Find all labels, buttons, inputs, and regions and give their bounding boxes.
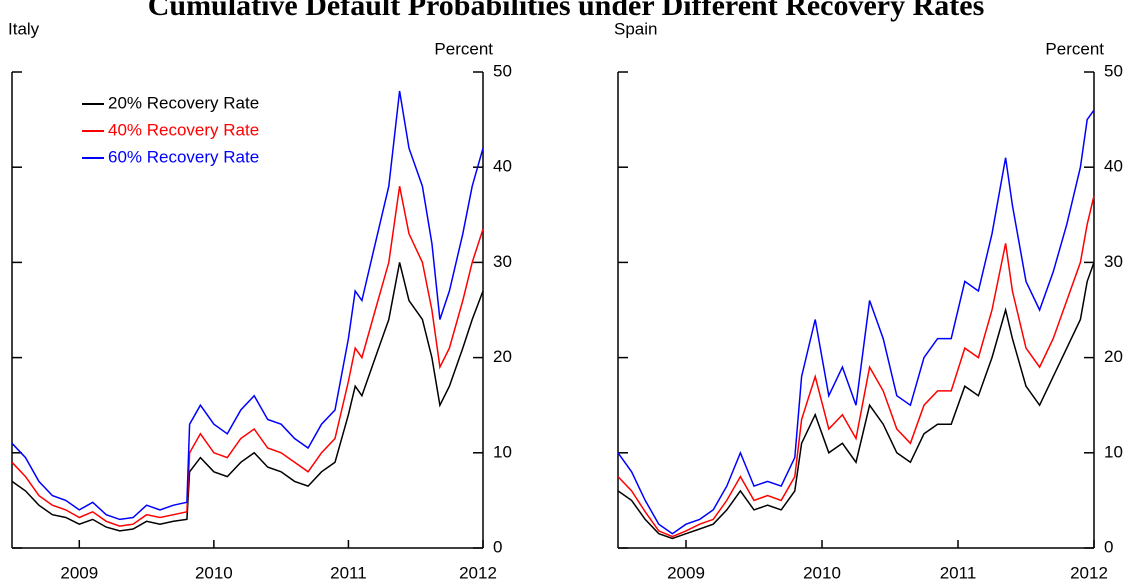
legend-label: 20% Recovery Rate	[108, 93, 259, 112]
y-tick-label: 10	[493, 442, 512, 461]
x-tick-label: 2009	[60, 563, 98, 582]
y-tick-label: 0	[1104, 537, 1113, 556]
panel-title: Spain	[614, 19, 657, 38]
chart-title: Cumulative Default Probabilities under D…	[148, 0, 985, 22]
y-tick-label: 10	[1104, 442, 1123, 461]
data-line	[617, 262, 1095, 540]
y-tick-label: 30	[493, 252, 512, 271]
x-tick-label: 2009	[667, 563, 705, 582]
x-tick-label: 2010	[803, 563, 841, 582]
data-line	[11, 186, 484, 527]
data-line	[617, 109, 1095, 535]
x-tick-label: 2011	[940, 563, 977, 582]
y-tick-label: 20	[1104, 347, 1123, 366]
y-tick-label: 40	[1104, 157, 1123, 176]
y-tick-label: 20	[493, 347, 512, 366]
data-line	[11, 262, 484, 532]
x-tick-label: 2010	[195, 563, 233, 582]
y-tick-label: 50	[493, 61, 512, 80]
legend-label: 60% Recovery Rate	[108, 147, 259, 166]
data-line	[11, 90, 484, 521]
y-tick-label: 0	[493, 537, 502, 556]
y-tick-label: 30	[1104, 252, 1123, 271]
panel-title: Italy	[8, 19, 40, 38]
x-tick-label: 2011	[330, 563, 367, 582]
x-tick-label: 2012	[459, 563, 497, 582]
y-axis-label: Percent	[1045, 39, 1104, 58]
y-tick-label: 40	[493, 157, 512, 176]
legend-label: 40% Recovery Rate	[108, 120, 259, 139]
y-axis-label: Percent	[434, 39, 493, 58]
x-tick-label: 2012	[1070, 563, 1108, 582]
y-tick-label: 50	[1104, 61, 1123, 80]
data-line	[617, 195, 1095, 538]
